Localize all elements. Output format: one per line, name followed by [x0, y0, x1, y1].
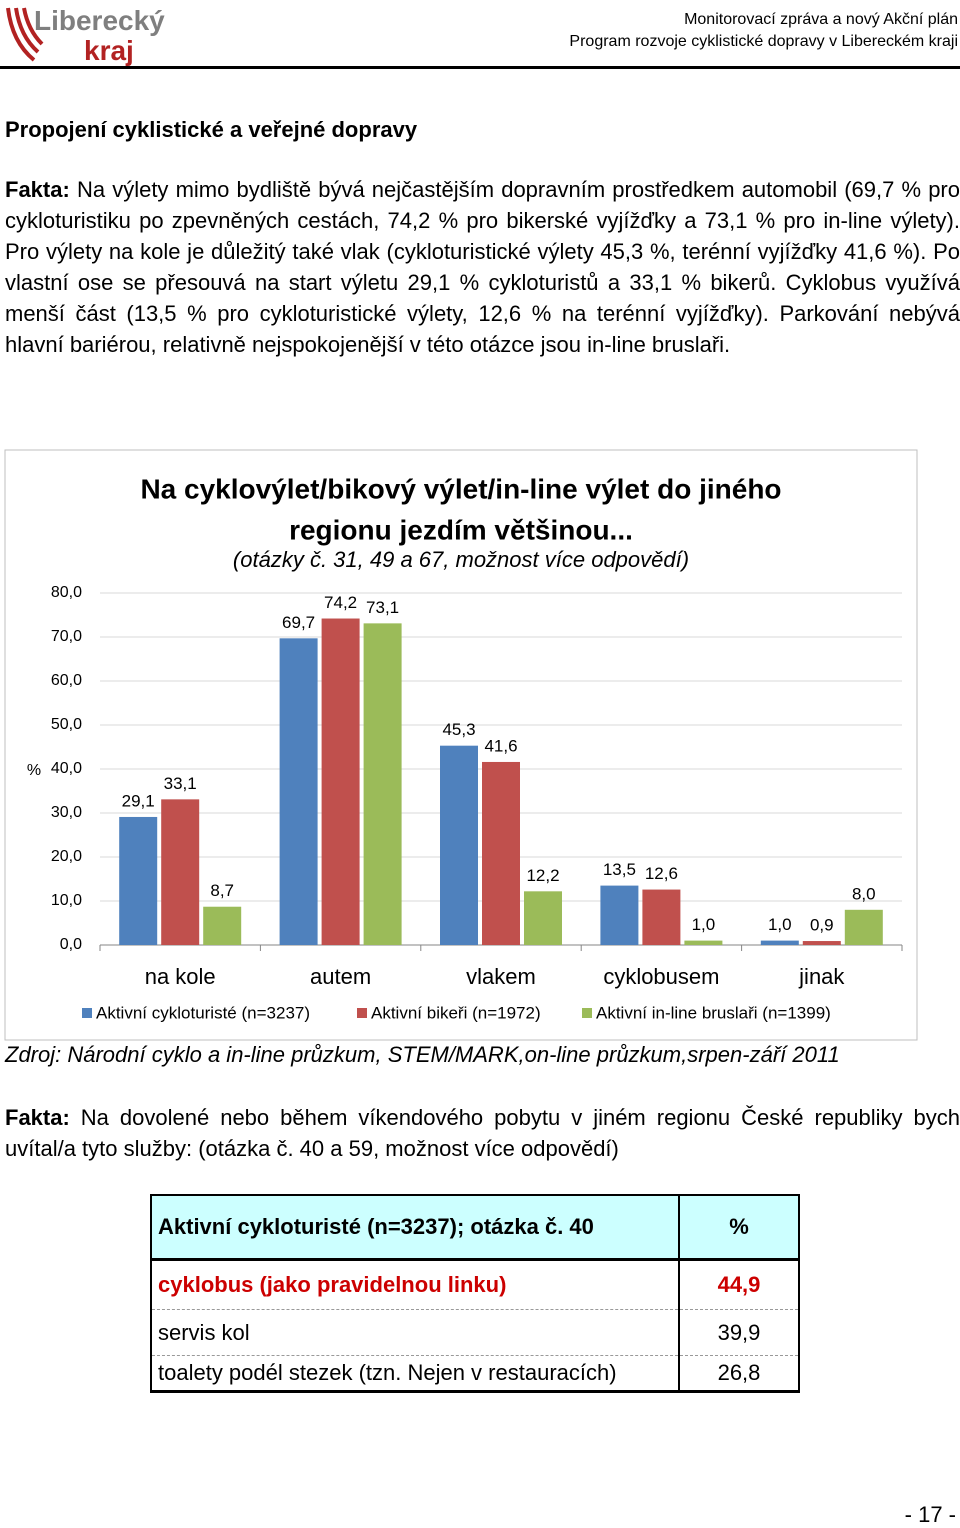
- chart-title: Na cyklovýlet/bikový výlet/in-line výlet…: [140, 473, 781, 504]
- data-label: 69,7: [282, 613, 315, 632]
- bar: [802, 941, 841, 945]
- bar: [363, 623, 402, 945]
- legend-label: Aktivní in-line bruslaři (n=1399): [596, 1003, 831, 1022]
- x-tick-label: vlakem: [466, 964, 536, 989]
- bar: [524, 891, 562, 945]
- paragraph: Fakta: Na dovolené nebo během víkendovéh…: [5, 1102, 960, 1164]
- logo-text: Liberecký: [34, 5, 165, 36]
- y-tick-label: 80,0: [51, 584, 82, 601]
- data-label: 13,5: [603, 860, 636, 879]
- data-label: 0,9: [810, 916, 834, 935]
- cell: toalety podél stezek (tzn. Nejen v resta…: [150, 1355, 680, 1393]
- x-tick-label: na kole: [145, 964, 216, 989]
- text: Na dovolené nebo během víkendového pobyt…: [5, 1105, 960, 1161]
- data-label: 12,6: [645, 864, 678, 883]
- y-tick-label: 30,0: [51, 804, 82, 821]
- table-header: Aktivní cykloturisté (n=3237); otázka č.…: [150, 1194, 800, 1261]
- logo-arc: [22, 7, 44, 46]
- data-label: 74,2: [324, 593, 357, 612]
- bar: [684, 940, 723, 945]
- y-axis-label: %: [27, 762, 41, 779]
- data-label: 8,0: [852, 884, 876, 903]
- cell: cyklobus (jako pravidelnou linku): [150, 1259, 680, 1310]
- bar: [321, 618, 360, 945]
- cell: 26,8: [678, 1355, 800, 1393]
- paragraph: Fakta: Na výlety mimo bydliště bývá nejč…: [5, 174, 960, 360]
- logo-arc: [6, 7, 36, 62]
- legend-label: Aktivní cykloturisté (n=3237): [96, 1003, 310, 1022]
- legend-label: Aktivní bikeři (n=1972): [371, 1003, 541, 1022]
- chart-title: regionu jezdím většinou...: [289, 514, 633, 545]
- table-row: toalety podél stezek (tzn. Nejen v resta…: [150, 1355, 800, 1393]
- header-rule: [0, 66, 960, 69]
- data-label: 33,1: [164, 774, 197, 793]
- bar: [642, 889, 681, 945]
- label: Fakta:: [5, 1105, 70, 1130]
- bar: [482, 761, 520, 945]
- data-label: 1,0: [768, 915, 792, 934]
- x-tick-label: jinak: [798, 964, 845, 989]
- bar: [440, 745, 478, 945]
- cell: Aktivní cykloturisté (n=3237); otázka č.…: [150, 1194, 680, 1261]
- data-label: 1,0: [692, 915, 716, 934]
- y-tick-label: 40,0: [51, 760, 82, 777]
- table-row: cyklobus (jako pravidelnou linku) 44,9: [150, 1259, 800, 1310]
- y-tick-label: 60,0: [51, 672, 82, 689]
- bar: [119, 816, 158, 945]
- text: Na výlety mimo bydliště bývá nejčastější…: [5, 177, 960, 357]
- logo-arc: [14, 7, 40, 54]
- chart: Na cyklovýlet/bikový výlet/in-line výlet…: [4, 449, 918, 1041]
- data-label: 45,3: [442, 720, 475, 739]
- legend-swatch: [357, 1008, 367, 1018]
- data-label: 73,1: [366, 598, 399, 617]
- page-number: - 17 -: [904, 1502, 956, 1527]
- cell: %: [678, 1194, 800, 1261]
- cell: 39,9: [678, 1309, 800, 1356]
- logo: Liberecký kraj: [6, 5, 165, 66]
- source: Zdroj: Národní cyklo a in-line průzkum, …: [5, 1042, 840, 1067]
- header-line: Program rozvoje cyklistické dopravy v Li…: [569, 33, 958, 50]
- data-label: 12,2: [526, 866, 559, 885]
- bar: [600, 885, 639, 945]
- label: Fakta:: [5, 177, 70, 202]
- y-tick-label: 20,0: [51, 848, 82, 865]
- y-tick-label: 50,0: [51, 716, 82, 733]
- data-label: 41,6: [484, 736, 517, 755]
- x-tick-label: autem: [310, 964, 371, 989]
- data-label: 8,7: [210, 881, 234, 900]
- cell: 44,9: [678, 1259, 800, 1310]
- logo-text: kraj: [84, 35, 134, 66]
- y-tick-label: 0,0: [60, 936, 82, 953]
- legend-swatch: [582, 1008, 592, 1018]
- x-tick-label: cyklobusem: [603, 964, 719, 989]
- heading: Propojení cyklistické a veřejné dopravy: [5, 117, 418, 142]
- data-label: 29,1: [122, 791, 155, 810]
- y-tick-label: 10,0: [51, 892, 82, 909]
- chart-subtitle: (otázky č. 31, 49 a 67, možnost více odp…: [233, 547, 689, 572]
- table-row: servis kol 39,9: [150, 1309, 800, 1356]
- cell: servis kol: [150, 1309, 680, 1356]
- header-line: Monitorovací zpráva a nový Akční plán: [684, 11, 958, 28]
- bar: [203, 906, 242, 945]
- bar: [279, 638, 318, 945]
- bar: [161, 799, 200, 945]
- bar: [760, 940, 799, 945]
- y-tick-label: 70,0: [51, 628, 82, 645]
- table: Aktivní cykloturisté (n=3237); otázka č.…: [150, 1194, 800, 1393]
- bar: [844, 909, 883, 945]
- legend-swatch: [82, 1008, 92, 1018]
